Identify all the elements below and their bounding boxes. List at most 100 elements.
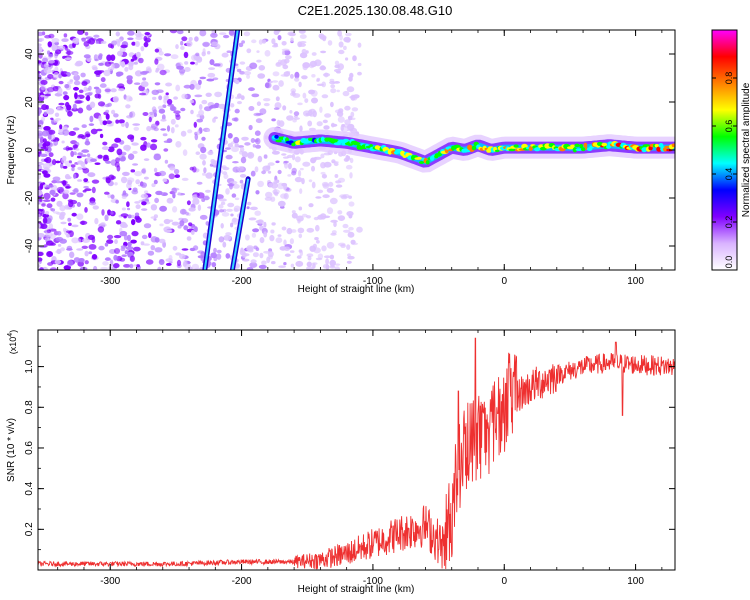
heatmap-noise-cell [270,229,275,234]
heatmap-noise-cell [54,259,62,265]
heatmap-noise-cell [344,105,351,111]
heatmap-noise-cell [119,230,128,237]
y-tick-label: 1.0 [24,359,35,373]
heatmap-track-cell [656,146,662,152]
heatmap-noise-cell [280,59,287,66]
heatmap-noise-cell [71,224,79,228]
heatmap-noise-cell [166,125,171,132]
heatmap-noise-cell [120,151,127,156]
heatmap-noise-cell [98,115,102,122]
heatmap-noise-cell [271,118,276,122]
heatmap-noise-cell [345,38,351,43]
x-tick-label: -200 [232,576,252,587]
heatmap-noise-cell [65,145,70,152]
heatmap-noise-cell [165,82,173,87]
heatmap-track-cell [513,144,519,148]
heatmap-noise-cell [94,217,99,225]
heatmap-track-cell [601,142,608,147]
heatmap-noise-cell [143,176,149,180]
heatmap-noise-cell [187,129,193,134]
heatmap-noise-cell [93,86,100,90]
heatmap-noise-cell [38,43,42,47]
heatmap-noise-cell [133,126,140,131]
heatmap-noise-cell [257,219,264,225]
heatmap-noise-cell [283,71,291,77]
heatmap-noise-cell [107,234,114,240]
heatmap-noise-cell [231,117,238,122]
heatmap-noise-cell [132,187,138,193]
heatmap-track-cell [664,145,671,148]
heatmap-noise-cell [330,232,337,236]
heatmap-noise-cell [247,249,254,253]
heatmap-noise-cell [74,62,82,67]
heatmap-noise-cell [347,115,353,121]
snr-multiplier: (x104) [7,330,18,354]
heatmap-noise-cell [162,178,168,182]
heatmap-noise-cell [286,154,293,159]
heatmap-noise-cell [291,167,297,174]
spectrogram-y-label: Frequency (Hz) [6,116,17,185]
heatmap-noise-cell [194,133,199,141]
heatmap-noise-cell [109,259,114,266]
heatmap-diagonal-inner [231,178,250,270]
heatmap-noise-cell [343,229,351,233]
heatmap-noise-cell [140,182,147,188]
heatmap-noise-cell [104,87,112,94]
heatmap-noise-cell [221,52,229,58]
heatmap-noise-cell [68,131,77,136]
heatmap-noise-cell [347,255,355,260]
heatmap-noise-cell [293,117,300,120]
heatmap-noise-cell [145,259,154,265]
heatmap-noise-cell [317,214,324,220]
heatmap-noise-cell [268,182,273,188]
heatmap-noise-cell [254,210,261,216]
heatmap-noise-cell [54,112,60,118]
heatmap-noise-cell [91,179,100,184]
heatmap-noise-cell [298,233,303,239]
heatmap-track-cell [495,149,500,153]
heatmap-noise-cell [169,30,178,34]
heatmap-noise-cell [150,245,156,251]
heatmap-noise-cell [41,116,45,122]
heatmap-noise-cell [160,128,167,131]
heatmap-noise-cell [185,211,189,216]
heatmap-noise-cell [295,260,304,267]
heatmap-noise-cell [47,215,53,222]
heatmap-noise-cell [258,39,263,45]
heatmap-noise-cell [277,200,286,207]
heatmap-noise-cell [256,50,260,53]
heatmap-noise-cell [47,59,55,64]
heatmap-noise-cell [39,37,45,42]
heatmap-noise-cell [298,42,306,47]
heatmap-noise-cell [54,180,63,184]
heatmap-noise-cell [130,239,137,244]
heatmap-noise-cell [124,250,129,255]
heatmap-track-cell [416,156,422,160]
heatmap-noise-cell [180,107,186,112]
heatmap-noise-cell [264,82,272,89]
heatmap-noise-cell [73,257,81,263]
heatmap-noise-cell [281,50,286,56]
heatmap-noise-cell [88,201,97,206]
heatmap-noise-cell [59,205,66,212]
heatmap-noise-cell [322,119,328,124]
heatmap-noise-cell [227,133,233,139]
heatmap-noise-cell [71,212,77,217]
heatmap-noise-cell [237,101,242,105]
heatmap-noise-cell [308,203,314,208]
heatmap-noise-cell [230,222,234,228]
colorbar-ticks: 0.0 0.2 0.4 0.6 0.8 [712,72,737,271]
heatmap-noise-cell [88,123,95,126]
heatmap-noise-cell [111,40,118,46]
heatmap-noise-cell [175,141,182,148]
heatmap-noise-cell [254,139,259,143]
heatmap-noise-cell [106,239,114,244]
heatmap-noise-cell [56,200,63,207]
heatmap-noise-cell [72,103,77,110]
heatmap-noise-cell [218,236,225,243]
heatmap-noise-cell [115,199,119,204]
heatmap-noise-cell [192,166,197,173]
heatmap-noise-cell [337,116,345,123]
heatmap-noise-cell [330,101,334,108]
